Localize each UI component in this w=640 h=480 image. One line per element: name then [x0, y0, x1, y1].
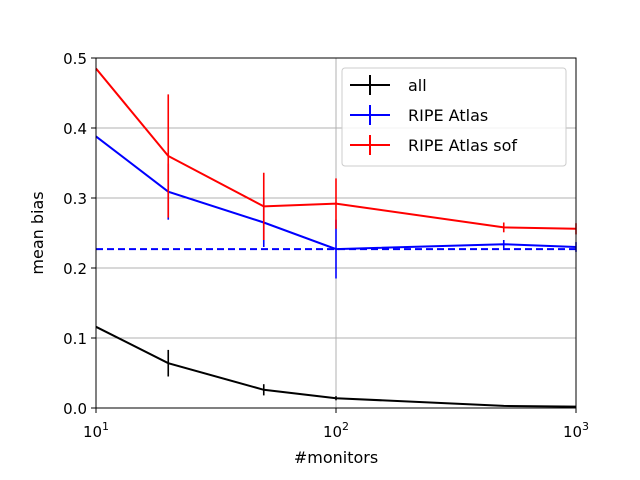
y-tick-label: 0.3: [63, 190, 87, 208]
y-tick-label: 0.0: [63, 400, 87, 418]
series-2: [95, 67, 577, 240]
legend: all RIPE Atlas RIPE Atlas sof: [341, 67, 567, 167]
series-0: [95, 325, 577, 408]
x-axis-label: #monitors: [294, 448, 378, 467]
series-line: [95, 135, 577, 251]
legend-box: [341, 67, 567, 167]
y-tick-label: 0.4: [63, 120, 87, 138]
series-group: [95, 67, 577, 408]
legend-label: RIPE Atlas sof: [408, 136, 517, 155]
x-tick-label: 101: [83, 420, 109, 441]
y-axis-label: mean bias: [28, 191, 47, 274]
series-line: [95, 325, 577, 408]
y-tick-label: 0.2: [63, 260, 87, 278]
y-tick-label: 0.5: [63, 50, 87, 68]
y-tick-label: 0.1: [63, 330, 87, 348]
legend-label: all: [408, 76, 427, 95]
series-line: [95, 67, 577, 230]
x-tick-label: 102: [323, 420, 349, 441]
ticks-group: 0.0 0.1 0.2 0.3 0.4 0.5 101 102 103: [63, 50, 589, 441]
x-tick-label: 103: [563, 420, 589, 441]
legend-label: RIPE Atlas: [408, 106, 488, 125]
